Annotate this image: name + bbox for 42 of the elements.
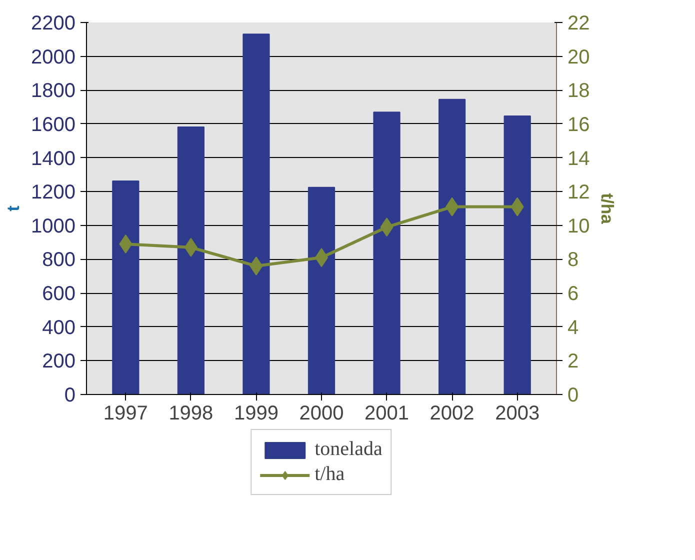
y2-tick-label: 12 [568,182,590,204]
y2-tick-label: 22 [568,12,590,34]
bar [438,98,466,394]
legend-label: t/ha [314,463,345,486]
y2-tick-label: 20 [568,46,590,68]
y-tick-label: 2200 [31,12,76,34]
bar [504,116,531,394]
x-tick-label: 2000 [299,402,344,424]
y-tick-label: 1000 [31,215,76,238]
bar [242,34,270,394]
y2-tick-label: 18 [568,80,590,102]
y-tick-label: 1200 [31,182,76,204]
bar [177,126,204,394]
legend-label: tonelada [314,438,382,461]
y2-tick-label: 6 [568,283,579,306]
y-tick-label: 1800 [31,80,76,102]
x-tick-label: 1998 [168,402,214,424]
y-tick-label: 800 [42,249,76,272]
bar [112,180,140,394]
y-tick-label: 200 [42,350,76,373]
y2-tick-label: 4 [568,316,579,339]
y2-tick-label: 0 [568,384,579,406]
bar [373,112,400,394]
y-tick-label: 1400 [31,148,76,170]
y2-tick-label: 8 [568,249,579,272]
x-tick-label: 2002 [430,402,474,424]
y-tick-label: 600 [42,283,76,306]
y2-tick-label: 10 [568,215,590,238]
y2-tick-label: 16 [568,114,590,136]
y-tick-label: 400 [42,316,76,339]
x-tick-label: 2003 [495,402,540,424]
x-tick-label: 1997 [103,402,148,424]
bar [308,186,336,394]
y-tick-label: 2000 [31,46,76,68]
y2-tick-label: 14 [568,148,590,170]
y2-axis-title: t/ha [598,193,618,224]
y2-tick-label: 2 [568,350,579,373]
y-axis-title: t [3,205,24,212]
y-tick-label: 1600 [31,114,76,136]
x-tick-label: 1999 [234,402,278,424]
x-tick-label: 2001 [364,402,410,424]
y-tick-label: 0 [64,384,76,406]
